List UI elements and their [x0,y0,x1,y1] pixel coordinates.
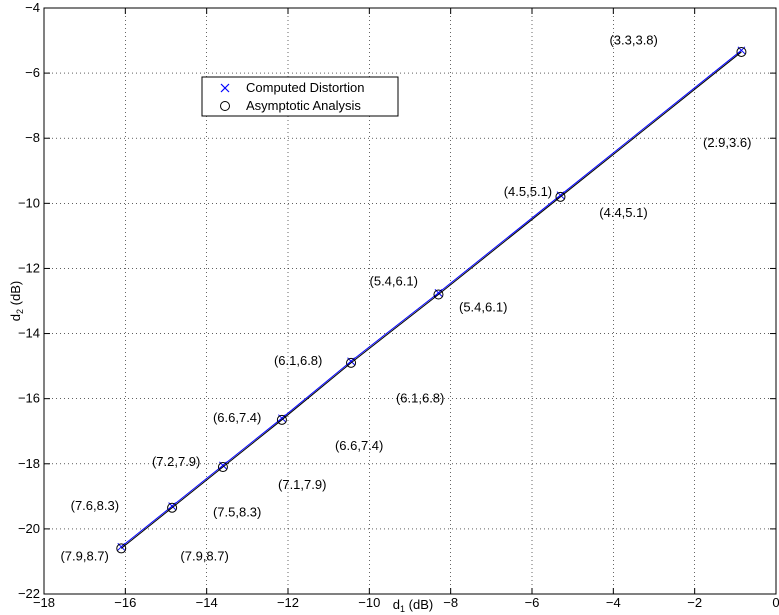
annotation-label: (7.2,7.9) [152,454,200,469]
series-line-asymptotic [120,51,742,549]
annotation-label: (7.1,7.9) [278,477,326,492]
y-tick-label: −16 [18,391,40,406]
series-line-computed [120,49,742,548]
legend: Computed Distortion Asymptotic Analysis [201,76,399,117]
series-layer [116,46,747,554]
annotation-label: (7.5,8.3) [213,505,261,520]
legend-label-computed: Computed Distortion [246,80,365,95]
x-tick-label: −12 [277,595,299,610]
grid [44,8,776,594]
x-tick-label: −16 [114,595,136,610]
annotation-label: (4.5,5.1) [504,184,552,199]
x-tick-label: −10 [358,595,380,610]
y-tick-label: −22 [18,586,40,601]
annotation-label: (6.6,7.4) [213,410,261,425]
annotation-label: (5.4,6.1) [370,273,418,288]
y-tick-label: −20 [18,521,40,536]
data-point-asymptotic [555,191,566,202]
x-axis-label: d1 (dB) [393,597,433,614]
x-tick-label: 0 [772,595,779,610]
y-tick-label: −12 [18,260,40,275]
x-tick-label: −2 [687,595,702,610]
annotation-label: (3.3,3.8) [609,33,657,48]
annotation-label: (6.1,6.8) [396,391,444,406]
y-tick-label: −8 [25,130,40,145]
x-tick-label: −4 [606,595,621,610]
annotation-label: (4.4,5.1) [599,205,647,220]
plot-frame [43,7,777,595]
x-axis-label-unit: (dB) [405,597,433,612]
y-tick-label: −14 [18,326,40,341]
axis-ticks: −18 −16 −14 −12 −10 −8 −6 −4 −2 0−22−20−18−16−14−… [18,0,779,610]
legend-marker-asymptotic [220,101,230,111]
legend-marker-computed [220,83,230,93]
data-point-asymptotic [433,289,444,300]
y-axis-label: d2 (dB) [8,281,25,321]
x-tick-label: −8 [443,595,458,610]
annotation-label: (6.1,6.8) [274,353,322,368]
annotation-label: (7.9,8.7) [180,549,228,564]
legend-box [201,76,399,117]
data-point-asymptotic [276,414,287,425]
data-point-asymptotic [116,543,127,554]
annotation-label: (6.6,7.4) [335,438,383,453]
x-tick-label: −18 [33,595,55,610]
y-tick-label: −18 [18,456,40,471]
annotation-label: (7.9,8.7) [60,549,108,564]
x-tick-label: −6 [525,595,540,610]
y-axis-label-main: d [8,314,23,321]
y-axis-label-sub: 2 [15,309,25,314]
annotation-label: (2.9,3.6) [703,135,751,150]
data-point-asymptotic [736,46,747,57]
y-axis-label-unit: (dB) [8,281,23,309]
x-axis-label-main: d [393,597,400,612]
data-point-asymptotic [167,502,178,513]
y-tick-label: −6 [25,65,40,80]
annotation-label: (5.4,6.1) [459,300,507,315]
data-point-asymptotic [217,462,228,473]
x-axis-label-sub: 1 [400,604,405,614]
annotation-layer: (3.3,3.8) (2.9,3.6) (4.5,5.1) (4.4,5.1) (5.4… [60,33,751,564]
legend-label-asymptotic: Asymptotic Analysis [246,98,361,113]
data-point-asymptotic [346,357,357,368]
annotation-label: (7.6,8.3) [71,498,119,513]
y-tick-label: −10 [18,195,40,210]
y-tick-label: −4 [25,0,40,15]
x-tick-label: −14 [196,595,218,610]
